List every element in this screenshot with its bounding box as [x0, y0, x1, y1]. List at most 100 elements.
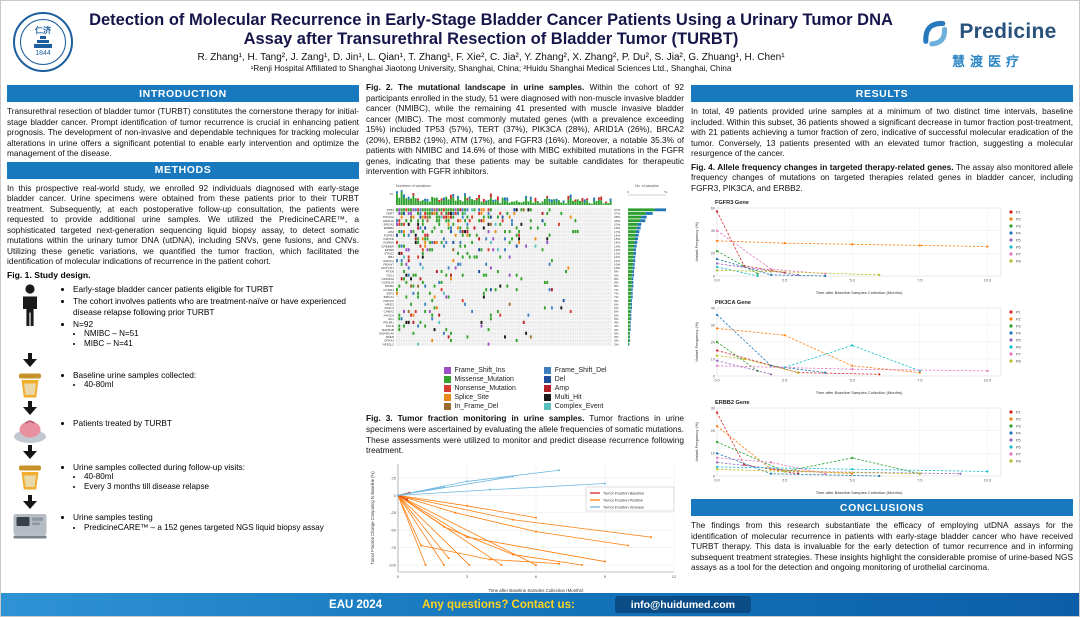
svg-text:P1: P1 [1016, 411, 1021, 415]
legend-swatch [543, 367, 551, 375]
svg-text:P3: P3 [1016, 425, 1021, 429]
fig2-legend: Frame_Shift_Ins Frame_Shift_Del Missense_M… [366, 367, 684, 411]
svg-text:2.5: 2.5 [782, 279, 787, 283]
svg-text:10%: 10% [614, 266, 620, 270]
fig2-legend-item: Nonsense_Mutation [443, 385, 516, 393]
poster-footer: EAU 2024 Any questions? Contact us: info… [1, 593, 1079, 616]
svg-text:2%: 2% [614, 342, 619, 346]
svg-text:12%: 12% [614, 251, 620, 255]
urine-cup-icon [7, 461, 53, 492]
legend-swatch [443, 394, 451, 402]
svg-text:12%: 12% [614, 248, 620, 252]
svg-text:Time after Baseline Samples Co: Time after Baseline Samples Collection (… [816, 490, 903, 495]
legend-swatch [543, 385, 551, 393]
svg-text:MDM2: MDM2 [385, 284, 394, 288]
svg-text:11%: 11% [614, 259, 620, 263]
poster-title: Detection of Molecular Recurrence in Ear… [89, 10, 893, 48]
svg-text:E2F3: E2F3 [387, 291, 395, 295]
svg-text:9%: 9% [614, 269, 619, 273]
svg-text:CHEK2: CHEK2 [384, 309, 395, 313]
svg-text:3%: 3% [614, 335, 619, 339]
svg-text:STAG2: STAG2 [384, 251, 394, 255]
legend-label: Frame_Shift_Ins [454, 366, 506, 374]
svg-text:NFE2L2: NFE2L2 [383, 342, 395, 346]
svg-text:10.0: 10.0 [984, 379, 991, 383]
svg-text:NF1: NF1 [388, 317, 394, 321]
svg-text:0: 0 [713, 375, 715, 379]
svg-text:SMARCA4: SMARCA4 [379, 331, 394, 335]
legend-swatch [443, 367, 451, 375]
svg-text:ARID2: ARID2 [385, 302, 394, 306]
fig2-legend-item: Complex_Event [543, 403, 607, 411]
fig1-bullet: The cohort involves patients who are tre… [73, 296, 359, 317]
svg-text:25: 25 [392, 475, 397, 480]
fig1-caption: Fig. 1. Study design. [7, 269, 91, 280]
hospital-building-icon [34, 36, 52, 48]
svg-text:0.0: 0.0 [714, 379, 719, 383]
gene-vaf-svg: ERBB2 Gene 0 10 20 30 0.0 2.5 5.0 7.5 10.0 P1 P2 P3 P… [694, 400, 1021, 495]
svg-text:P8: P8 [1016, 360, 1021, 364]
fig3-caption-lead: Fig. 3. Tumor fraction monitoring in uri… [366, 413, 585, 424]
svg-text:28%: 28% [614, 215, 620, 219]
fig2-legend-item: Missense_Mutation [443, 376, 516, 384]
svg-text:P7: P7 [1016, 253, 1021, 257]
fig1-step: Urine samples testingPredicineCARE™ – a … [7, 511, 359, 540]
conference-badge: EAU 2024 [329, 598, 383, 611]
left-column: INTRODUCTION Transurethral resection of … [7, 82, 359, 592]
legend-swatch [443, 385, 451, 393]
svg-text:P5: P5 [1016, 239, 1021, 243]
fig4-fgfr3-chart: FGFR3 Gene 0 20 40 60 0.0 2.5 5.0 7.5 10.0 P1 P2 P3 P… [691, 196, 1073, 296]
svg-text:0: 0 [713, 275, 715, 279]
svg-text:12: 12 [672, 574, 677, 579]
svg-text:P3: P3 [1016, 325, 1021, 329]
svg-text:TP53: TP53 [387, 208, 395, 212]
patient-icon [7, 283, 53, 328]
legend-label: Splice_Site [454, 393, 489, 401]
svg-text:NOTCH1: NOTCH1 [381, 266, 394, 270]
svg-text:KMT2C: KMT2C [384, 299, 395, 303]
fig1-step: Early-stage bladder cancer patients elig… [7, 283, 359, 352]
svg-text:4%: 4% [614, 324, 619, 328]
svg-text:BRCA1: BRCA1 [384, 295, 395, 299]
svg-text:P8: P8 [1016, 260, 1021, 264]
fig1-steps: Early-stage bladder cancer patients elig… [7, 283, 359, 540]
fig1-sub-bullet: PredicineCARE™ – a 152 genes targeted NG… [84, 523, 359, 533]
svg-text:20: 20 [711, 252, 715, 256]
legend-swatch [543, 376, 551, 384]
svg-text:-100: -100 [388, 562, 397, 567]
fig1-bullet: N=92NMIBC – N=51MIBC – N=41 [73, 319, 359, 350]
svg-text:ATM: ATM [388, 230, 395, 234]
fig2-legend-item: Del [543, 376, 607, 384]
svg-text:0.0: 0.0 [714, 479, 719, 483]
bladder-icon [7, 417, 53, 444]
section-header-results: RESULTS [691, 85, 1073, 102]
svg-text:Tumor Fraction Baseline: Tumor Fraction Baseline [603, 491, 644, 495]
svg-text:8%: 8% [614, 280, 619, 284]
svg-text:36: 36 [390, 192, 394, 196]
svg-text:10: 10 [711, 452, 715, 456]
fig4-caption: Fig. 4. Allele frequency changes in targ… [691, 162, 1073, 194]
svg-text:P5: P5 [1016, 439, 1021, 443]
svg-text:26%: 26% [614, 219, 620, 223]
svg-text:-75: -75 [390, 545, 397, 550]
svg-text:10%: 10% [614, 262, 620, 266]
methods-text: In this prospective real-world study, we… [7, 182, 359, 267]
svg-text:3: 3 [466, 574, 469, 579]
svg-text:P2: P2 [1016, 318, 1021, 322]
down-arrow-icon [7, 444, 53, 459]
gene-vaf-svg: PIK3CA Gene 0 10 20 30 40 0.0 2.5 5.0 7.5 10.0 P1 P2… [694, 300, 1021, 395]
svg-text:Time after Baseline Samples Co: Time after Baseline Samples Collection (… [816, 290, 903, 295]
hospital-name: 仁济 [35, 26, 51, 35]
svg-text:40: 40 [711, 229, 715, 233]
svg-text:7.5: 7.5 [917, 279, 922, 283]
svg-text:5%: 5% [614, 317, 619, 321]
down-arrow-icon [7, 400, 53, 415]
svg-text:No. of samples: No. of samples [635, 184, 659, 188]
svg-text:2.5: 2.5 [782, 379, 787, 383]
legend-label: In_Frame_Del [454, 402, 499, 410]
fig2-caption-body: Within the cohort of 92 participants enr… [366, 82, 684, 177]
svg-text:7%: 7% [614, 295, 619, 299]
fig1-sub-bullet: NMIBC – N=51 [84, 329, 359, 339]
svg-text:ERBB2: ERBB2 [384, 226, 394, 230]
